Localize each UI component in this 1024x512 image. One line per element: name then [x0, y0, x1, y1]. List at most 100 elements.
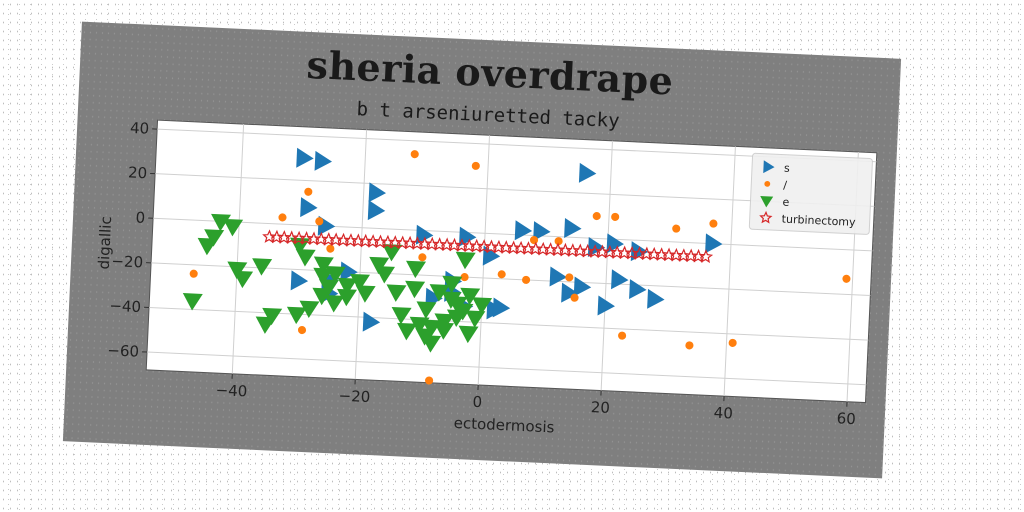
data-point	[472, 297, 493, 315]
data-point	[611, 212, 620, 221]
data-point	[296, 147, 314, 168]
data-point	[460, 287, 481, 306]
data-point	[514, 220, 533, 241]
data-point	[549, 266, 568, 287]
data-point	[315, 217, 324, 226]
data-point	[465, 310, 486, 328]
y-tick-label: −40	[109, 297, 141, 316]
x-tick-label: −40	[215, 381, 247, 400]
data-point	[368, 182, 387, 203]
grid-line-y	[153, 217, 873, 252]
data-point	[391, 306, 412, 325]
data-point	[672, 224, 681, 233]
data-point	[223, 218, 244, 237]
series--group	[189, 150, 851, 385]
data-point	[312, 287, 333, 306]
data-point	[611, 269, 629, 290]
data-point	[300, 197, 318, 218]
y-tick-label: 0	[135, 208, 145, 226]
data-point	[340, 261, 358, 282]
data-point	[416, 301, 437, 319]
x-tick-label: 20	[590, 398, 610, 417]
legend-marker	[759, 210, 773, 224]
data-point	[573, 276, 592, 297]
data-point	[458, 325, 479, 344]
legend-label: turbinectomy	[781, 213, 856, 229]
data-point	[460, 273, 469, 282]
data-point	[597, 295, 615, 316]
grid-line-x	[600, 140, 613, 391]
data-point	[415, 224, 434, 245]
series-turbinectomy-group	[262, 229, 714, 264]
scatter-plot: −40 −20 0 20 40 60 −60 −40 −20 0 20 40 ectodermosi…	[95, 119, 878, 437]
data-point	[497, 270, 506, 279]
data-point	[290, 270, 309, 291]
data-point	[442, 275, 463, 294]
data-point	[434, 313, 455, 331]
x-tick-label: 0	[472, 393, 482, 411]
data-point	[406, 260, 427, 279]
data-point	[421, 335, 442, 353]
data-point	[297, 325, 307, 335]
data-point	[561, 282, 579, 303]
y-tick-label: 20	[128, 163, 148, 182]
y-axis-label: digallic	[95, 216, 115, 270]
data-point	[629, 279, 647, 300]
data-point	[842, 274, 851, 283]
data-point	[592, 212, 601, 221]
data-point	[313, 267, 334, 286]
data-point	[533, 221, 551, 242]
data-point	[728, 338, 737, 347]
data-point	[471, 161, 480, 170]
data-point	[405, 280, 426, 299]
data-point	[369, 256, 390, 275]
grid-line-x	[723, 146, 736, 397]
series-e-group	[182, 213, 493, 353]
data-point	[564, 218, 582, 238]
data-point	[618, 331, 627, 340]
data-point	[252, 258, 273, 276]
data-point	[189, 269, 198, 278]
data-point	[570, 293, 579, 302]
legend-label: e	[782, 196, 790, 209]
data-point	[685, 341, 694, 350]
x-axis-label: ectodermosis	[453, 414, 555, 437]
data-point	[375, 266, 395, 284]
data-point	[262, 307, 283, 326]
data-point	[326, 244, 335, 253]
data-point	[698, 249, 714, 264]
data-point	[397, 322, 418, 341]
legend-box	[748, 152, 873, 235]
data-point	[299, 300, 320, 319]
data-point	[434, 322, 455, 340]
x-tick-label: 60	[836, 409, 856, 428]
legend-label: /	[783, 179, 788, 192]
data-point	[314, 150, 333, 171]
data-point	[386, 284, 407, 302]
x-axis-ticks: −40 −20 0 20 40 60	[215, 373, 856, 428]
data-point	[554, 237, 563, 246]
y-tick-label: −20	[111, 252, 143, 271]
x-tick-label: −20	[338, 387, 370, 406]
data-point	[522, 275, 531, 284]
data-point	[705, 233, 723, 254]
data-point	[709, 219, 718, 228]
data-point	[204, 229, 225, 247]
data-point	[492, 297, 511, 318]
data-point	[447, 296, 468, 314]
data-point	[367, 200, 386, 221]
chart-figure: sheria overdrape b t arseniuretted tacky…	[62, 21, 902, 479]
y-tick-label: −60	[107, 341, 139, 360]
data-point	[565, 273, 574, 282]
series-s-group	[290, 147, 723, 332]
data-point	[425, 376, 434, 385]
data-point	[197, 237, 218, 256]
data-point	[304, 187, 313, 196]
data-point	[313, 256, 334, 274]
y-axis-ticks: −60 −40 −20 0 20 40	[107, 119, 158, 361]
data-point	[350, 273, 370, 292]
data-point	[382, 244, 403, 262]
data-point	[182, 293, 203, 311]
grid-line-x	[231, 124, 245, 374]
data-point	[647, 288, 665, 309]
